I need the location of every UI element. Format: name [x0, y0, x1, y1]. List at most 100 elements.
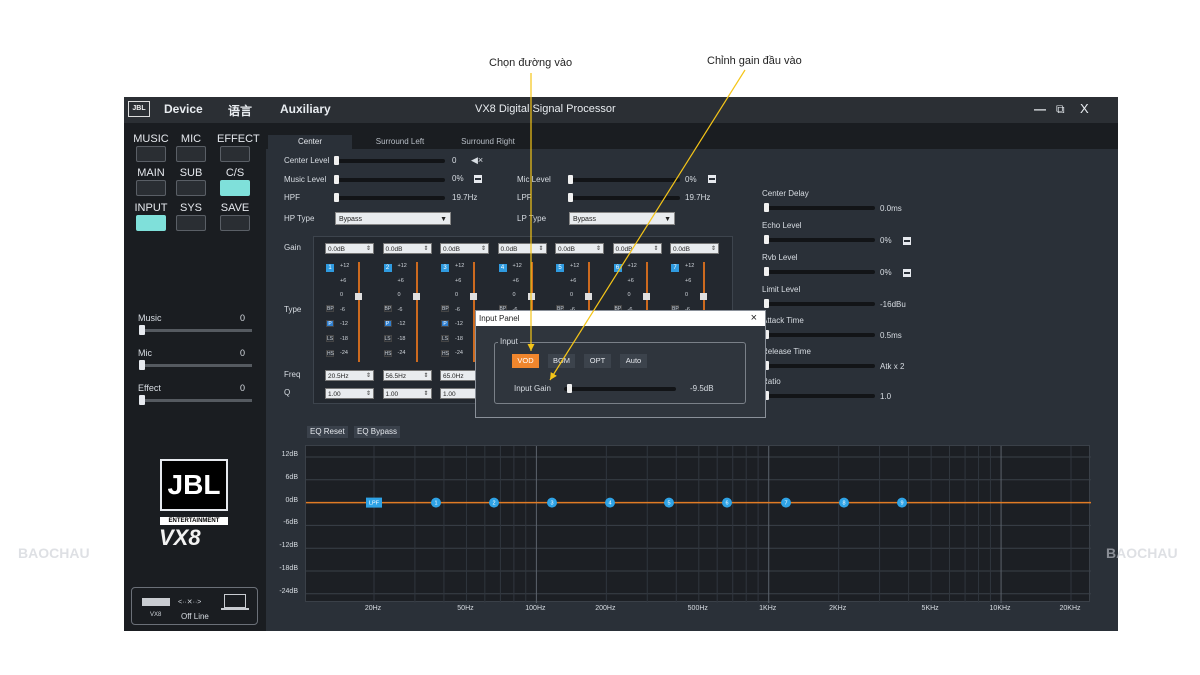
music-level-slider[interactable]	[335, 178, 445, 182]
eq-band-fader-knob[interactable]	[470, 293, 477, 300]
eq-band-gain-input[interactable]: 0.0dB ⇕	[382, 243, 432, 254]
eq-band-gain-input[interactable]: 0.0dB ⇕	[440, 243, 489, 254]
mic-level-slider[interactable]	[568, 178, 680, 182]
input-gain-slider[interactable]	[564, 387, 676, 391]
echo-level-slider[interactable]	[765, 238, 875, 242]
opt-option[interactable]: OPT	[584, 354, 611, 368]
tab-surround-left[interactable]: Surround Left	[375, 137, 425, 146]
sidebar-button-mic[interactable]	[176, 146, 206, 162]
eq-band-gain-input[interactable]: 0.0dB ⇕	[612, 243, 662, 254]
dialog-close-icon[interactable]: ×	[750, 312, 757, 324]
effect-slider-knob[interactable]	[139, 395, 145, 405]
eq-filter-type-ls[interactable]: LS	[326, 335, 334, 342]
lpf-knob[interactable]	[568, 193, 573, 202]
eq-filter-type-hs[interactable]: HS	[441, 350, 449, 357]
mic-slider[interactable]	[140, 364, 252, 367]
eq-filter-type-ls[interactable]: LS	[383, 335, 392, 342]
eq-band-q-input[interactable]: 1.00 ⇕	[325, 388, 374, 399]
hpf-slider[interactable]	[335, 196, 445, 200]
graph-band-marker[interactable]	[664, 497, 674, 508]
eq-filter-type-ls[interactable]: LS	[441, 335, 449, 342]
eq-reset-button[interactable]: EQ Reset	[307, 426, 348, 438]
mute-speaker-icon[interactable]: ◀×	[471, 155, 484, 165]
graph-band-marker[interactable]	[489, 497, 499, 508]
eq-filter-type-hs[interactable]: HS	[326, 350, 334, 357]
menu-device[interactable]: Device	[164, 102, 203, 116]
tab-surround-right[interactable]: Surround Right	[461, 137, 515, 146]
music-level-knob[interactable]	[334, 175, 339, 184]
menu-language[interactable]: 语言	[228, 104, 253, 118]
center-level-slider[interactable]	[335, 159, 445, 163]
ratio-knob[interactable]	[764, 391, 769, 400]
attack-time-slider[interactable]	[765, 333, 875, 337]
music-slider[interactable]	[140, 329, 252, 332]
eq-band-gain-input[interactable]: 0.0dB ⇕	[555, 243, 604, 254]
hp-type-select[interactable]: Bypass ▼	[335, 212, 451, 225]
graph-band-marker[interactable]	[839, 497, 849, 508]
graph-band-marker[interactable]	[897, 497, 907, 508]
music-slider-knob[interactable]	[139, 325, 145, 335]
echo-level-knob[interactable]	[764, 235, 769, 244]
input-gain-knob[interactable]	[567, 384, 572, 393]
limit-level-slider[interactable]	[765, 302, 875, 306]
eq-band-freq-input[interactable]: 56.5Hz ⇕	[382, 370, 432, 381]
eq-band-fader-knob[interactable]	[412, 293, 420, 300]
center-delay-slider[interactable]	[765, 206, 875, 210]
rvb-level-toggle[interactable]	[903, 269, 911, 277]
attack-time-knob[interactable]	[764, 330, 769, 339]
lpf-slider[interactable]	[568, 196, 680, 200]
auto-option[interactable]: Auto	[620, 354, 647, 368]
sidebar-button-main[interactable]	[136, 180, 166, 196]
eq-band-fader-knob[interactable]	[355, 293, 362, 300]
rvb-level-slider[interactable]	[765, 270, 875, 274]
center-delay-knob[interactable]	[764, 203, 769, 212]
eq-band-fader[interactable]	[415, 262, 418, 362]
eq-filter-type-bp[interactable]: BP	[326, 305, 334, 312]
eq-bypass-button[interactable]: EQ Bypass	[354, 426, 401, 438]
eq-band-fader-knob[interactable]	[585, 293, 592, 300]
close-button[interactable]: X	[1080, 101, 1089, 116]
center-level-knob[interactable]	[334, 156, 339, 165]
eq-filter-type-p[interactable]: P	[441, 320, 449, 327]
eq-filter-type-bp[interactable]: BP	[383, 305, 392, 312]
release-time-slider[interactable]	[765, 364, 875, 368]
minimize-button[interactable]: —	[1034, 102, 1046, 116]
sidebar-button-effect[interactable]	[220, 146, 250, 162]
lp-type-select[interactable]: Bypass ▼	[569, 212, 675, 225]
limit-level-knob[interactable]	[764, 299, 769, 308]
graph-band-marker[interactable]	[722, 497, 732, 508]
effect-slider[interactable]	[140, 399, 252, 402]
hpf-knob[interactable]	[334, 193, 339, 202]
ratio-slider[interactable]	[765, 394, 875, 398]
graph-band-marker[interactable]	[547, 497, 557, 508]
graph-band-marker[interactable]	[781, 497, 791, 508]
eq-band-gain-input[interactable]: 0.0dB ⇕	[497, 243, 547, 254]
eq-band-gain-input[interactable]: 0.0dB ⇕	[670, 243, 719, 254]
eq-band-fader-knob[interactable]	[700, 293, 707, 300]
eq-band-gain-input[interactable]: 0.0dB ⇕	[325, 243, 374, 254]
sidebar-button-sub[interactable]	[176, 180, 206, 196]
release-time-knob[interactable]	[764, 361, 769, 370]
echo-level-toggle[interactable]	[903, 237, 911, 245]
eq-response-graph[interactable]: LPF 1 2 3 4 5 6 7 8 9	[305, 445, 1091, 603]
sidebar-button-sys[interactable]	[176, 215, 206, 231]
eq-band-freq-input[interactable]: 20.5Hz ⇕	[325, 370, 374, 381]
graph-marker-lpf[interactable]	[366, 497, 382, 508]
rvb-level-knob[interactable]	[764, 267, 769, 276]
graph-band-marker[interactable]	[605, 497, 615, 508]
eq-filter-type-hs[interactable]: HS	[383, 350, 392, 357]
eq-band-fader[interactable]	[473, 262, 475, 362]
menu-auxiliary[interactable]: Auxiliary	[280, 102, 331, 116]
eq-band-fader-knob[interactable]	[642, 293, 650, 300]
tab-center[interactable]: Center	[268, 135, 352, 149]
vod-option[interactable]: VOD	[512, 354, 539, 368]
music-level-mute-toggle[interactable]	[474, 175, 482, 183]
sidebar-button-save[interactable]	[220, 215, 250, 231]
sidebar-button-music[interactable]	[136, 146, 166, 162]
mic-level-mute-toggle[interactable]	[708, 175, 716, 183]
eq-band-fader[interactable]	[358, 262, 360, 362]
graph-band-marker[interactable]	[431, 497, 441, 508]
sidebar-button-cs[interactable]	[220, 180, 250, 196]
eq-filter-type-bp[interactable]: BP	[441, 305, 449, 312]
mic-slider-knob[interactable]	[139, 360, 145, 370]
